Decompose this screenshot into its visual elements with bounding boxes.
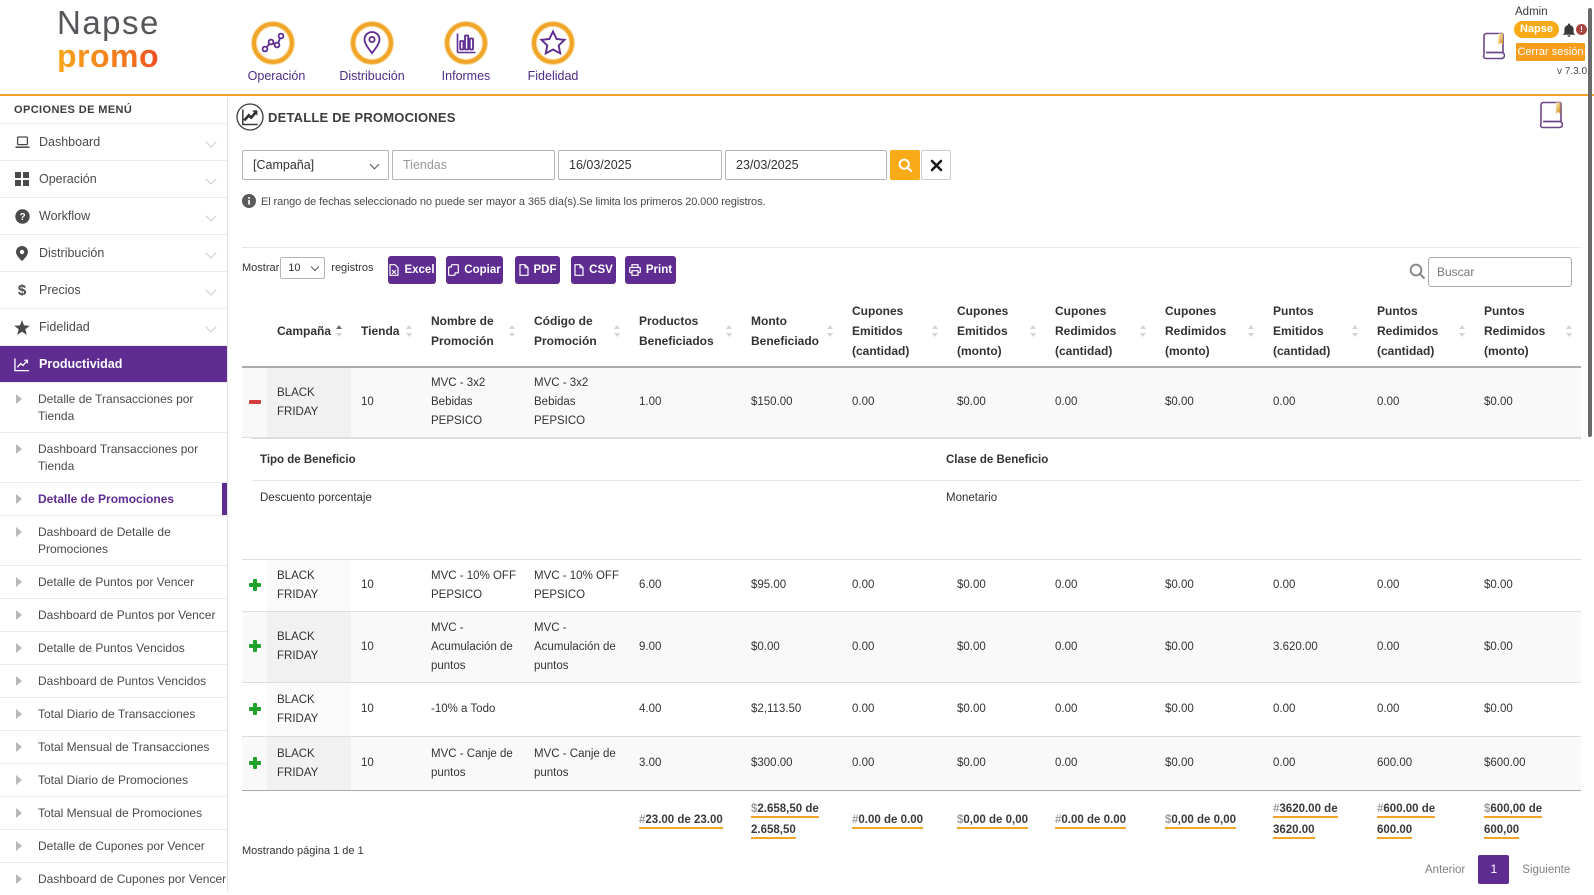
svg-text:?: ? [19, 212, 25, 223]
